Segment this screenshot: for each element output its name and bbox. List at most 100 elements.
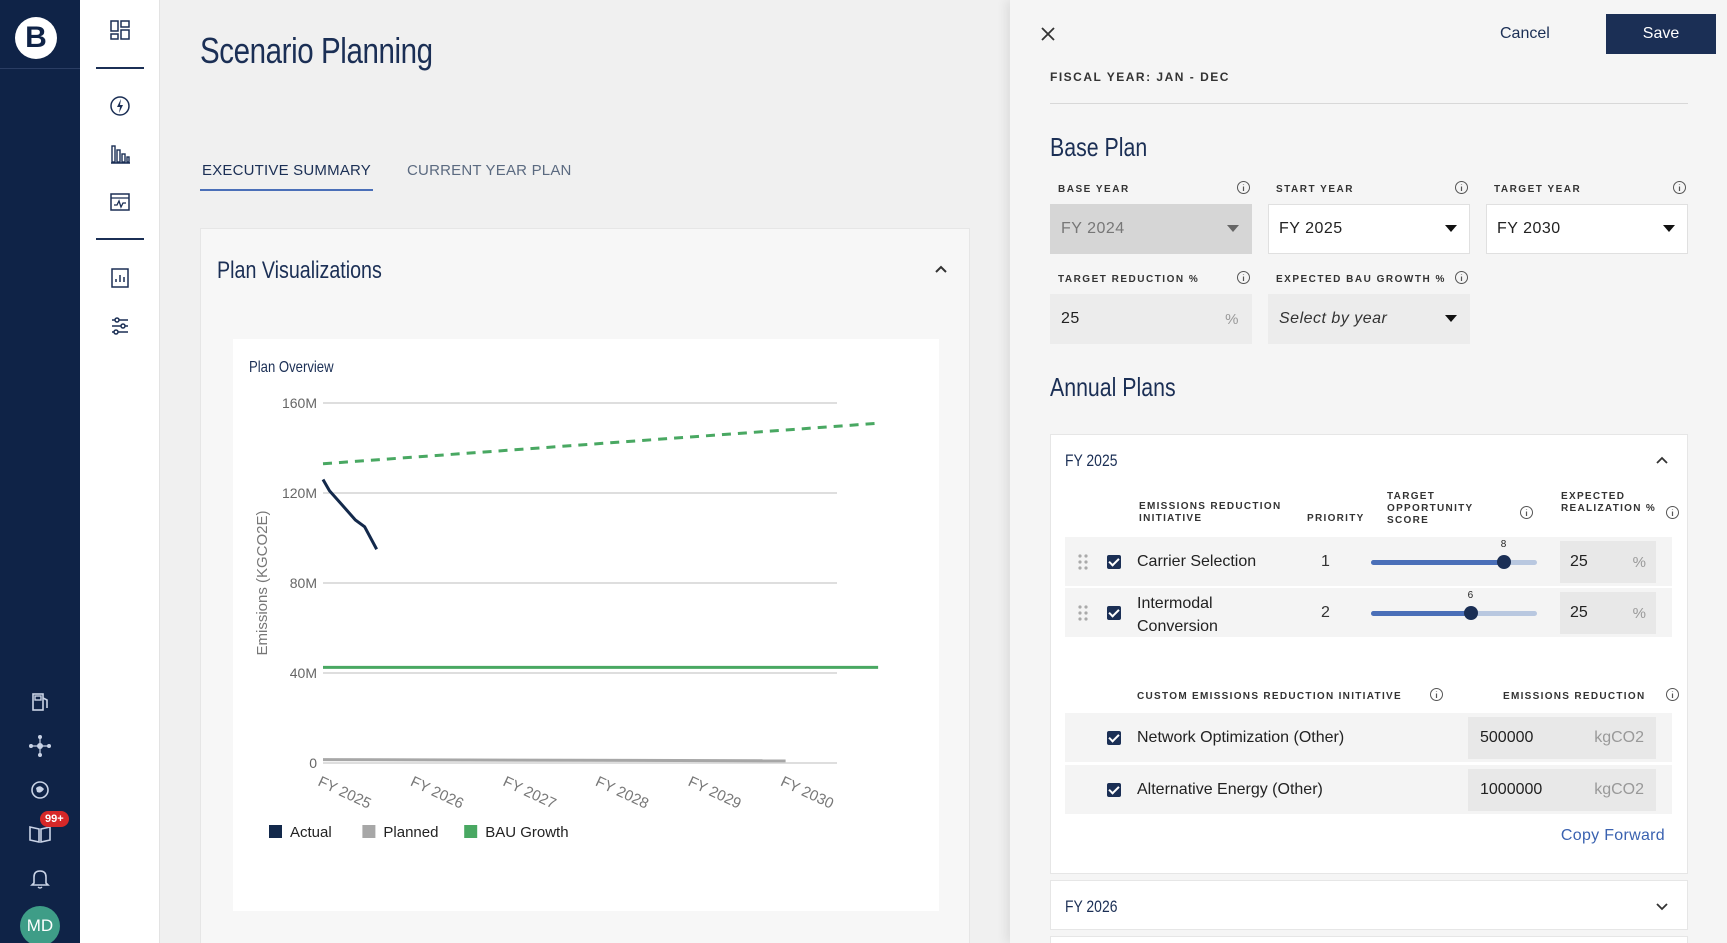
initiative-name: Carrier Selection xyxy=(1137,553,1257,570)
info-icon[interactable] xyxy=(1672,180,1687,195)
base-year-value: FY 2024 xyxy=(1061,220,1125,237)
book-icon[interactable] xyxy=(26,820,54,848)
custom-initiative-checkbox[interactable] xyxy=(1107,783,1121,797)
percent-suffix: % xyxy=(1632,604,1646,622)
realization-input[interactable]: 25 % xyxy=(1560,541,1656,583)
tab-current-year-plan[interactable]: CURRENT YEAR PLAN xyxy=(407,162,572,179)
caret-down-icon xyxy=(1227,225,1239,232)
base-plan-title: Base Plan xyxy=(1050,132,1148,162)
annual-plans-title: Annual Plans xyxy=(1050,372,1176,402)
fy2026-title: FY 2026 xyxy=(1065,897,1118,916)
info-icon[interactable] xyxy=(1454,180,1469,195)
slider-handle[interactable] xyxy=(1496,555,1511,569)
start-year-value: FY 2025 xyxy=(1279,220,1343,237)
subnav-divider xyxy=(96,67,144,69)
initiative-name: Intermodal Conversion xyxy=(1137,592,1218,638)
tab-executive-summary[interactable]: EXECUTIVE SUMMARY xyxy=(200,160,373,191)
legend-label: Actual xyxy=(290,824,332,841)
initiative-name-line2: Conversion xyxy=(1137,618,1218,635)
info-icon[interactable] xyxy=(1519,505,1534,520)
legend-label: BAU Growth xyxy=(485,824,568,841)
realization-value: 25 xyxy=(1570,604,1588,621)
custom-initiative-row: Network Optimization (Other) 500000 kgCO… xyxy=(1065,713,1672,763)
y-axis-label: Emissions (KGCO2E) xyxy=(254,510,271,655)
y-tick-label: 40M xyxy=(290,665,317,681)
caret-down-icon xyxy=(1663,225,1675,232)
save-button[interactable]: Save xyxy=(1606,14,1716,54)
chevron-up-icon[interactable] xyxy=(931,259,951,279)
fuel-station-icon[interactable] xyxy=(26,688,54,716)
series-line-actual xyxy=(321,478,378,550)
info-icon[interactable] xyxy=(1236,270,1251,285)
bar-chart-icon[interactable] xyxy=(108,142,132,166)
tab-bar: EXECUTIVE SUMMARY CURRENT YEAR PLAN xyxy=(200,160,574,191)
unit-suffix: kgCO2 xyxy=(1594,729,1644,746)
percent-suffix: % xyxy=(1225,310,1239,328)
globe-leaf-icon[interactable] xyxy=(26,776,54,804)
initiative-row: Carrier Selection 1 8 25 % xyxy=(1065,537,1672,587)
dashboard-icon[interactable] xyxy=(108,18,132,42)
y-tick-label: 160M xyxy=(282,395,317,411)
report-icon[interactable] xyxy=(108,266,132,290)
plan-visualizations-card: Plan Visualizations Plan Overview 160M 12… xyxy=(200,228,970,943)
subnav-divider xyxy=(96,238,144,240)
target-year-select[interactable]: FY 2030 xyxy=(1486,204,1688,254)
initiative-checkbox[interactable] xyxy=(1107,555,1121,569)
target-reduction-input[interactable]: 25 % xyxy=(1050,294,1252,344)
plan-visualizations-title: Plan Visualizations xyxy=(217,257,382,284)
user-avatar[interactable]: MD xyxy=(20,906,60,943)
next-plan-card xyxy=(1050,936,1688,943)
cancel-button[interactable]: Cancel xyxy=(1500,25,1550,42)
unit-suffix: kgCO2 xyxy=(1594,781,1644,798)
chevron-up-icon[interactable] xyxy=(1653,451,1671,469)
info-icon[interactable] xyxy=(1236,180,1251,195)
app-logo[interactable]: B xyxy=(15,17,57,59)
target-reduction-label: TARGET REDUCTION % xyxy=(1058,274,1200,285)
x-tick-label: FY 2028 xyxy=(593,773,651,812)
custom-initiative-header: CUSTOM EMISSIONS REDUCTION INITIATIVE xyxy=(1137,691,1402,702)
bau-growth-select[interactable]: Select by year xyxy=(1268,294,1470,344)
slider-handle[interactable] xyxy=(1463,606,1478,620)
energy-icon[interactable] xyxy=(108,94,132,118)
legend-swatch xyxy=(362,825,376,838)
initiative-checkbox[interactable] xyxy=(1107,606,1121,620)
bau-growth-value: Select by year xyxy=(1279,310,1388,327)
emissions-reduction-input[interactable]: 500000 kgCO2 xyxy=(1468,717,1656,759)
initiative-row: Intermodal Conversion 2 6 25 % xyxy=(1065,588,1672,638)
slider-value: 8 xyxy=(1500,539,1507,550)
sliders-icon[interactable] xyxy=(108,314,132,338)
bau-growth-label: EXPECTED BAU GROWTH % xyxy=(1276,274,1446,285)
start-year-select[interactable]: FY 2025 xyxy=(1268,204,1470,254)
drag-handle-icon[interactable] xyxy=(1077,603,1089,623)
fy2025-title: FY 2025 xyxy=(1065,451,1118,470)
rail-divider xyxy=(0,68,80,69)
base-year-select: FY 2024 xyxy=(1050,204,1252,254)
fy2026-plan-card[interactable]: FY 2026 xyxy=(1050,880,1688,930)
realization-value: 25 xyxy=(1570,553,1588,570)
emissions-reduction-input[interactable]: 1000000 kgCO2 xyxy=(1468,769,1656,811)
chart-title: Plan Overview xyxy=(249,359,334,376)
custom-initiative-checkbox[interactable] xyxy=(1107,731,1121,745)
custom-initiative-name: Network Optimization (Other) xyxy=(1137,729,1345,746)
network-icon[interactable] xyxy=(26,732,54,760)
bell-icon[interactable] xyxy=(26,864,54,892)
emissions-reduction-header: EMISSIONS REDUCTION xyxy=(1503,691,1646,702)
info-icon[interactable] xyxy=(1429,687,1444,702)
opportunity-score-slider[interactable]: 6 xyxy=(1371,590,1537,620)
info-icon[interactable] xyxy=(1665,505,1680,520)
slider-value: 6 xyxy=(1467,590,1474,601)
info-icon[interactable] xyxy=(1665,687,1680,702)
chevron-down-icon[interactable] xyxy=(1653,897,1671,915)
opportunity-score-slider[interactable]: 8 xyxy=(1371,539,1537,569)
chart-canvas: 160M 120M 80M 40M 0 FY 2025 FY 2026 FY 2027 FY 2… xyxy=(254,395,879,841)
drag-handle-icon[interactable] xyxy=(1077,552,1089,572)
legend-swatch xyxy=(464,825,478,838)
info-icon[interactable] xyxy=(1454,270,1469,285)
page-title: Scenario Planning xyxy=(200,30,433,71)
realization-input[interactable]: 25 % xyxy=(1560,592,1656,634)
close-icon[interactable] xyxy=(1038,24,1058,44)
priority-header: PRIORITY xyxy=(1307,513,1365,524)
activity-monitor-icon[interactable] xyxy=(108,190,132,214)
copy-forward-link[interactable]: Copy Forward xyxy=(1560,827,1665,844)
main-nav-rail: B 99+ MD xyxy=(0,0,80,943)
